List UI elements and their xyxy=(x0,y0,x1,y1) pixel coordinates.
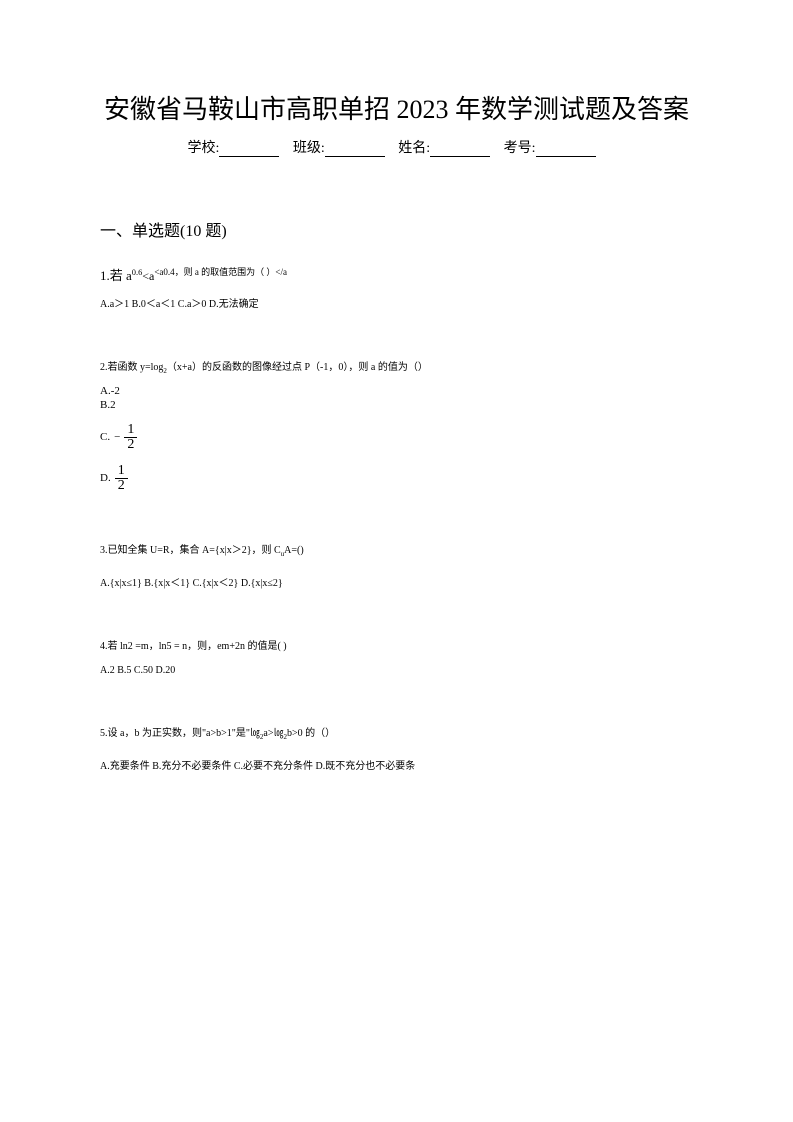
q2-suffix: （x+a）的反函数的图像经过点 P（-1，0），则 a 的值为（） xyxy=(167,362,428,373)
q2-optD-fraction: 1 2 xyxy=(115,464,128,493)
q2-optD-num: 1 xyxy=(115,464,128,479)
examno-label: 考号: xyxy=(504,137,536,157)
q2-prefix: 若函数 y=log xyxy=(108,362,164,373)
q1-prefix: 若 a xyxy=(110,268,132,283)
q2-optD-den: 2 xyxy=(115,479,128,493)
q3-text: 3.已知全集 U=R，集合 A={x|x＞2}，则 CuA=() xyxy=(100,543,693,560)
q3-num: 3. xyxy=(100,545,108,556)
q5-mid: a>㏒ xyxy=(263,728,283,739)
student-info-form: 学校: 班级: 姓名: 考号: xyxy=(100,137,693,157)
q1-sup1: 0.6 xyxy=(132,268,142,277)
question-5: 5.设 a，b 为正实数，则"a>b>1"是"㏒2a>㏒2b>0 的（） A.充… xyxy=(100,726,693,772)
q4-text: 4.若 ln2 =m，ln5 = n，则，em+2n 的值是( ) xyxy=(100,639,693,655)
document-title: 安徽省马鞍山市高职单招 2023 年数学测试题及答案 xyxy=(100,90,693,129)
q1-options: A.a＞1 B.0＜a＜1 C.a＞0 D.无法确定 xyxy=(100,295,693,310)
q2-optC: C. xyxy=(100,431,110,443)
q4-body: 若 ln2 =m，ln5 = n，则，em+2n 的值是( ) xyxy=(108,641,287,652)
school-blank xyxy=(219,143,279,157)
q2-optD: D. xyxy=(100,472,111,484)
q5-num: 5. xyxy=(100,728,108,739)
question-4: 4.若 ln2 =m，ln5 = n，则，em+2n 的值是( ) A.2 B.… xyxy=(100,639,693,676)
q1-mid: <a xyxy=(142,269,154,283)
question-3: 3.已知全集 U=R，集合 A={x|x＞2}，则 CuA=() A.{x|x≤… xyxy=(100,543,693,589)
q2-optD-wrap: D. 1 2 xyxy=(100,464,693,493)
q5-text: 5.设 a，b 为正实数，则"a>b>1"是"㏒2a>㏒2b>0 的（） xyxy=(100,726,693,743)
q5-suffix: b>0 的（） xyxy=(287,728,335,739)
name-label: 姓名: xyxy=(398,137,430,157)
q2-optA: A.-2 xyxy=(100,385,693,397)
q4-options: A.2 B.5 C.50 D.20 xyxy=(100,665,693,676)
q1-sup2: <a0.4，则 a 的取值范围为（ ）</a xyxy=(154,267,287,277)
q3-options: A.{x|x≤1} B.{x|x＜1} C.{x|x＜2} D.{x|x≤2} xyxy=(100,574,693,589)
question-1: 1.若 a0.6<a<a0.4，则 a 的取值范围为（ ）</a A.a＞1 B… xyxy=(100,265,693,310)
q2-optC-fraction: 1 2 xyxy=(124,423,137,452)
q5-prefix: 设 a，b 为正实数，则"a>b>1"是"㏒ xyxy=(108,728,260,739)
q5-options: A.充要条件 B.充分不必要条件 C.必要不充分条件 D.既不充分也不必要条 xyxy=(100,757,693,772)
q3-suffix: A=() xyxy=(284,545,304,556)
q2-optB: B.2 xyxy=(100,399,693,411)
q3-prefix: 已知全集 U=R，集合 A={x|x＞2}，则 C xyxy=(108,545,281,556)
question-2: 2.若函数 y=log 2 （x+a）的反函数的图像经过点 P（-1，0），则 a … xyxy=(100,360,693,493)
q2-optC-wrap: C. − 1 2 xyxy=(100,423,693,452)
school-label: 学校: xyxy=(187,137,219,157)
section-header: 一、单选题(10 题) xyxy=(100,217,693,241)
class-label: 班级: xyxy=(293,137,325,157)
q2-optC-neg: − xyxy=(114,431,120,443)
q2-text: 2.若函数 y=log2（x+a）的反函数的图像经过点 P（-1，0），则 a … xyxy=(100,360,693,377)
q1-num: 1. xyxy=(100,268,110,283)
q2-num: 2. xyxy=(100,362,108,373)
class-blank xyxy=(325,143,385,157)
q4-num: 4. xyxy=(100,641,108,652)
q1-text: 1.若 a0.6<a<a0.4，则 a 的取值范围为（ ）</a xyxy=(100,265,693,287)
q2-optC-den: 2 xyxy=(124,438,137,452)
name-blank xyxy=(430,143,490,157)
q2-optC-num: 1 xyxy=(124,423,137,438)
examno-blank xyxy=(536,143,596,157)
